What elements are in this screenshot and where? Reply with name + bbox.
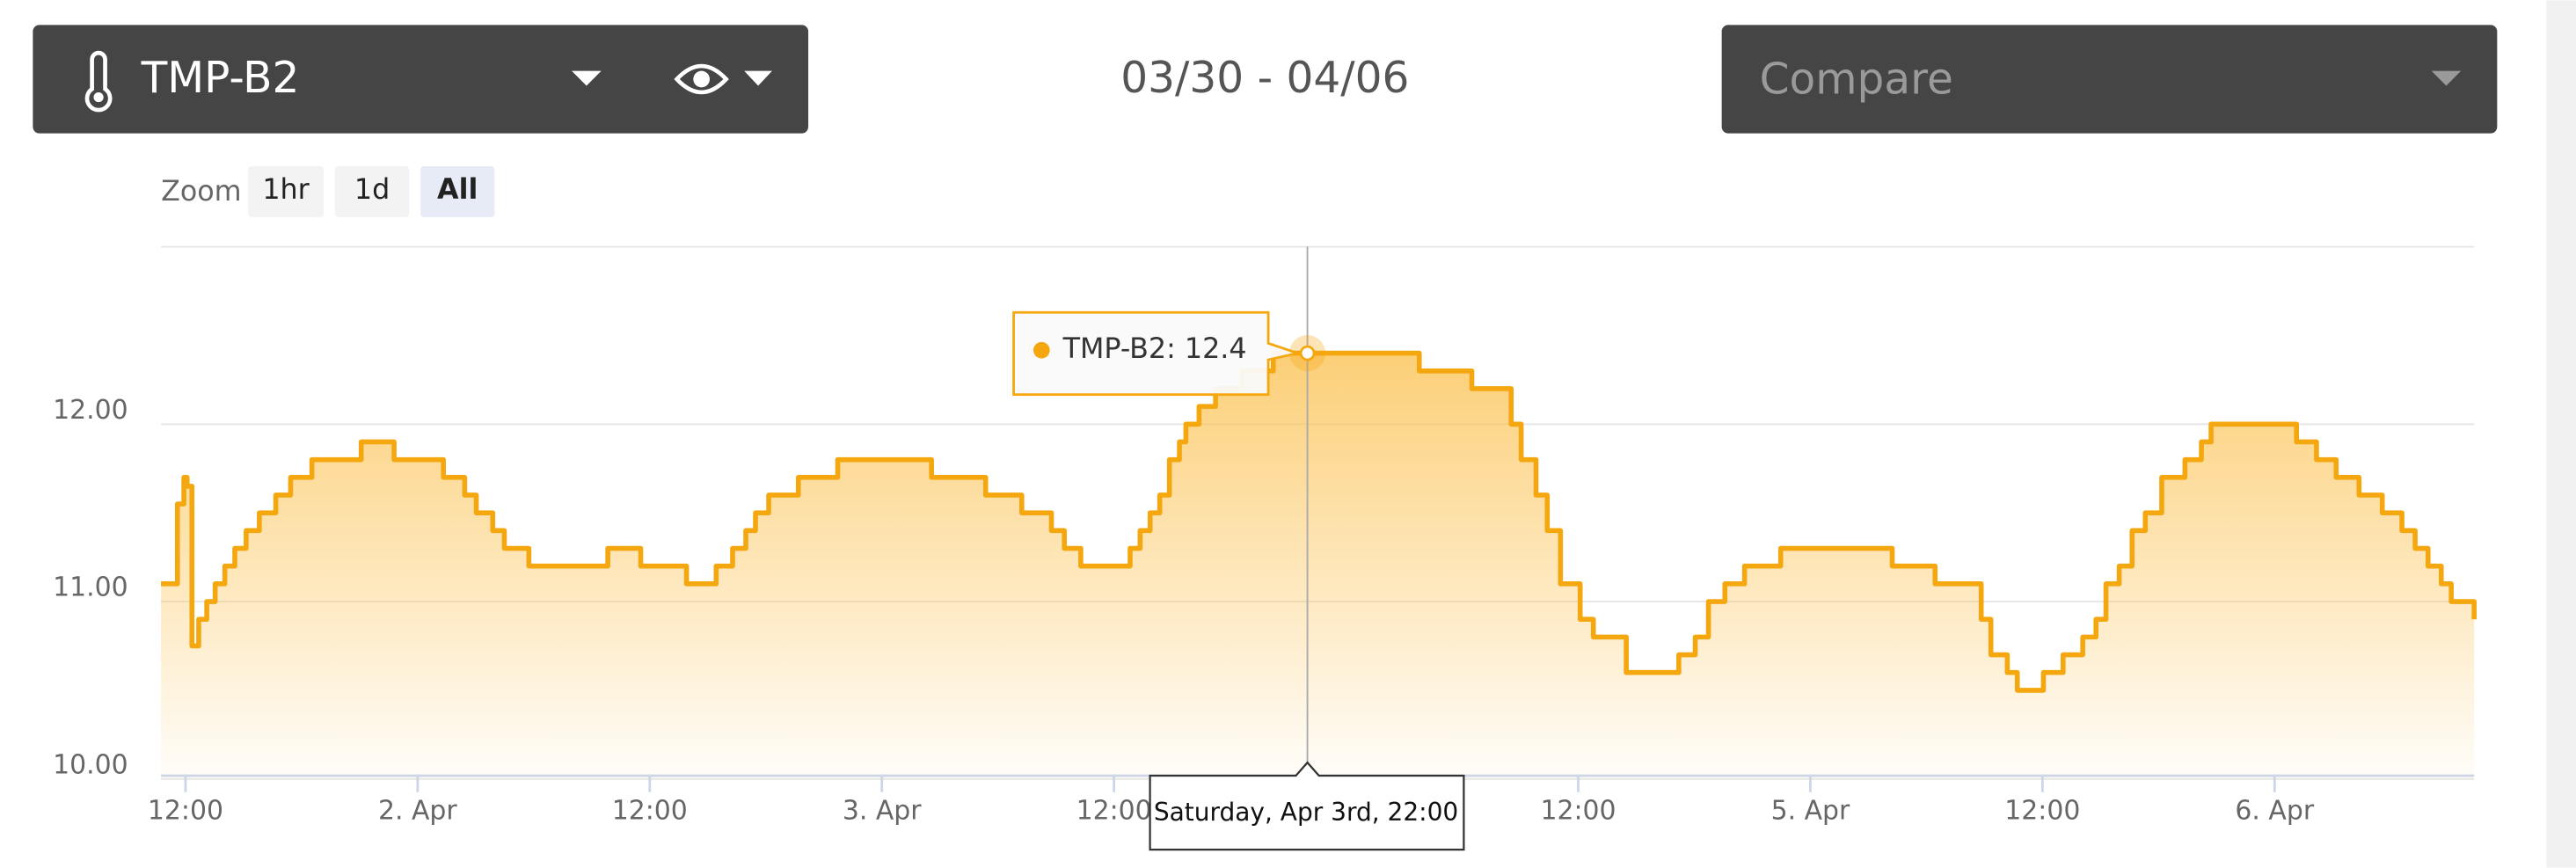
zoom-button-label[interactable]: 1hr bbox=[262, 174, 310, 206]
y-tick-label: 10.00 bbox=[53, 749, 128, 780]
y-tick-label: 11.00 bbox=[53, 573, 128, 603]
caret[interactable] bbox=[572, 70, 602, 86]
x-tick-label: 12:00 bbox=[1076, 796, 1152, 827]
thermometer-icon bbox=[84, 50, 113, 113]
caret[interactable] bbox=[744, 70, 772, 86]
x-tick-label: 12:00 bbox=[612, 796, 688, 827]
tooltip-box bbox=[1012, 310, 1303, 397]
hover-point bbox=[1299, 345, 1316, 361]
sensor-name[interactable]: TMP-B2 bbox=[141, 54, 300, 103]
zoom-label: Zoom bbox=[161, 176, 242, 208]
series-line bbox=[161, 350, 2477, 693]
zoom-buttons: 1hr 1d All bbox=[248, 166, 495, 217]
series-area bbox=[161, 353, 2475, 779]
eye-icon[interactable] bbox=[674, 63, 729, 95]
compare-select-box[interactable] bbox=[1721, 25, 2498, 134]
x-tooltip-box bbox=[1149, 761, 1465, 851]
x-tick-label: 12:00 bbox=[1540, 796, 1616, 827]
zoom-button-label[interactable]: 1d bbox=[354, 174, 390, 206]
thermometer-bulb bbox=[93, 91, 104, 103]
sensor-select-box[interactable] bbox=[33, 25, 809, 134]
zoom-button[interactable] bbox=[420, 166, 495, 217]
sensor-select[interactable]: TMP-B2 bbox=[33, 25, 809, 134]
compare-placeholder[interactable]: Compare bbox=[1760, 55, 1953, 105]
x-tick-label: 5. Apr bbox=[1771, 796, 1850, 827]
date-range[interactable]: 03/30 - 04/06 bbox=[1120, 54, 1409, 103]
x-tick-label: 12:00 bbox=[2004, 796, 2080, 827]
x-tick-label: 3. Apr bbox=[843, 796, 922, 827]
visibility-toggle[interactable] bbox=[674, 63, 772, 95]
scrollbar[interactable] bbox=[2546, 0, 2576, 868]
tooltip-dot bbox=[1033, 341, 1050, 359]
caret[interactable] bbox=[2431, 70, 2462, 86]
y-tick-label: 12.00 bbox=[53, 395, 128, 426]
x-tick-label: 6. Apr bbox=[2235, 796, 2314, 827]
x-tick-label: 12:00 bbox=[148, 796, 223, 827]
x-tooltip-label: Saturday, Apr 3rd, 22:00 bbox=[1154, 798, 1458, 827]
x-tick-label: 2. Apr bbox=[378, 796, 457, 827]
compare-select[interactable]: Compare bbox=[1721, 25, 2498, 134]
eye-pupil bbox=[693, 70, 710, 88]
zoom-button-label[interactable]: All bbox=[437, 174, 478, 206]
tooltip-label: TMP-B2: 12.4 bbox=[1062, 333, 1247, 365]
chart: 10.00 11.00 12.00 12:00 2. Apr 12:00 3. Apr 12:… bbox=[53, 245, 2477, 851]
zoom-button[interactable] bbox=[335, 166, 410, 217]
zoom-button[interactable] bbox=[248, 166, 324, 217]
